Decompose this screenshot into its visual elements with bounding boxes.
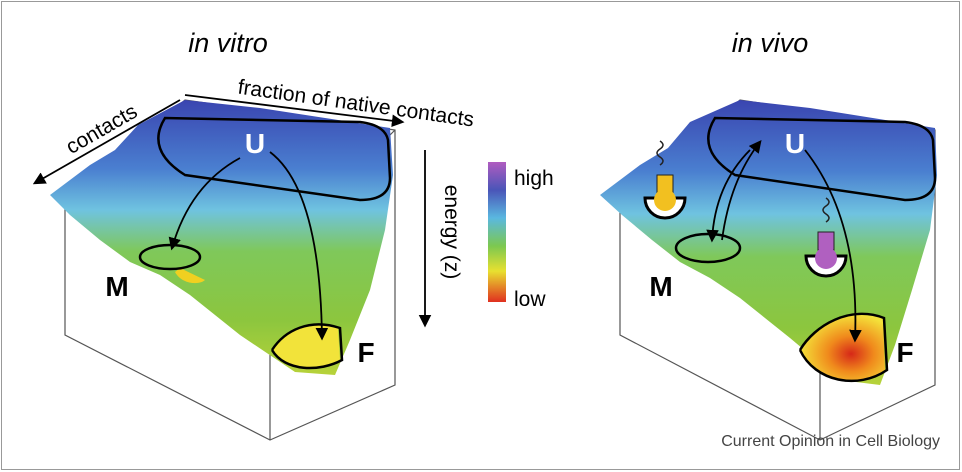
state-label: F: [357, 337, 374, 368]
panel-title: in vivo: [732, 28, 809, 58]
scale-label: high: [514, 167, 554, 190]
state-label: U: [245, 128, 265, 159]
state-label: U: [785, 128, 805, 159]
energy-label: energy (z): [440, 185, 463, 280]
panel-title: in vitro: [188, 28, 268, 58]
scale-label: low: [514, 288, 546, 311]
color-scale: [488, 162, 506, 302]
panel-in-vivo: in vivo U M F: [600, 28, 937, 440]
state-label: M: [105, 271, 128, 302]
figure: in vitro contacts fraction of native con…: [0, 0, 962, 472]
state-label: M: [649, 271, 672, 302]
panel-in-vitro: in vitro contacts fraction of native con…: [35, 28, 475, 440]
footer: Current Opinion in Cell Biology: [721, 433, 940, 450]
state-label: F: [896, 337, 913, 368]
